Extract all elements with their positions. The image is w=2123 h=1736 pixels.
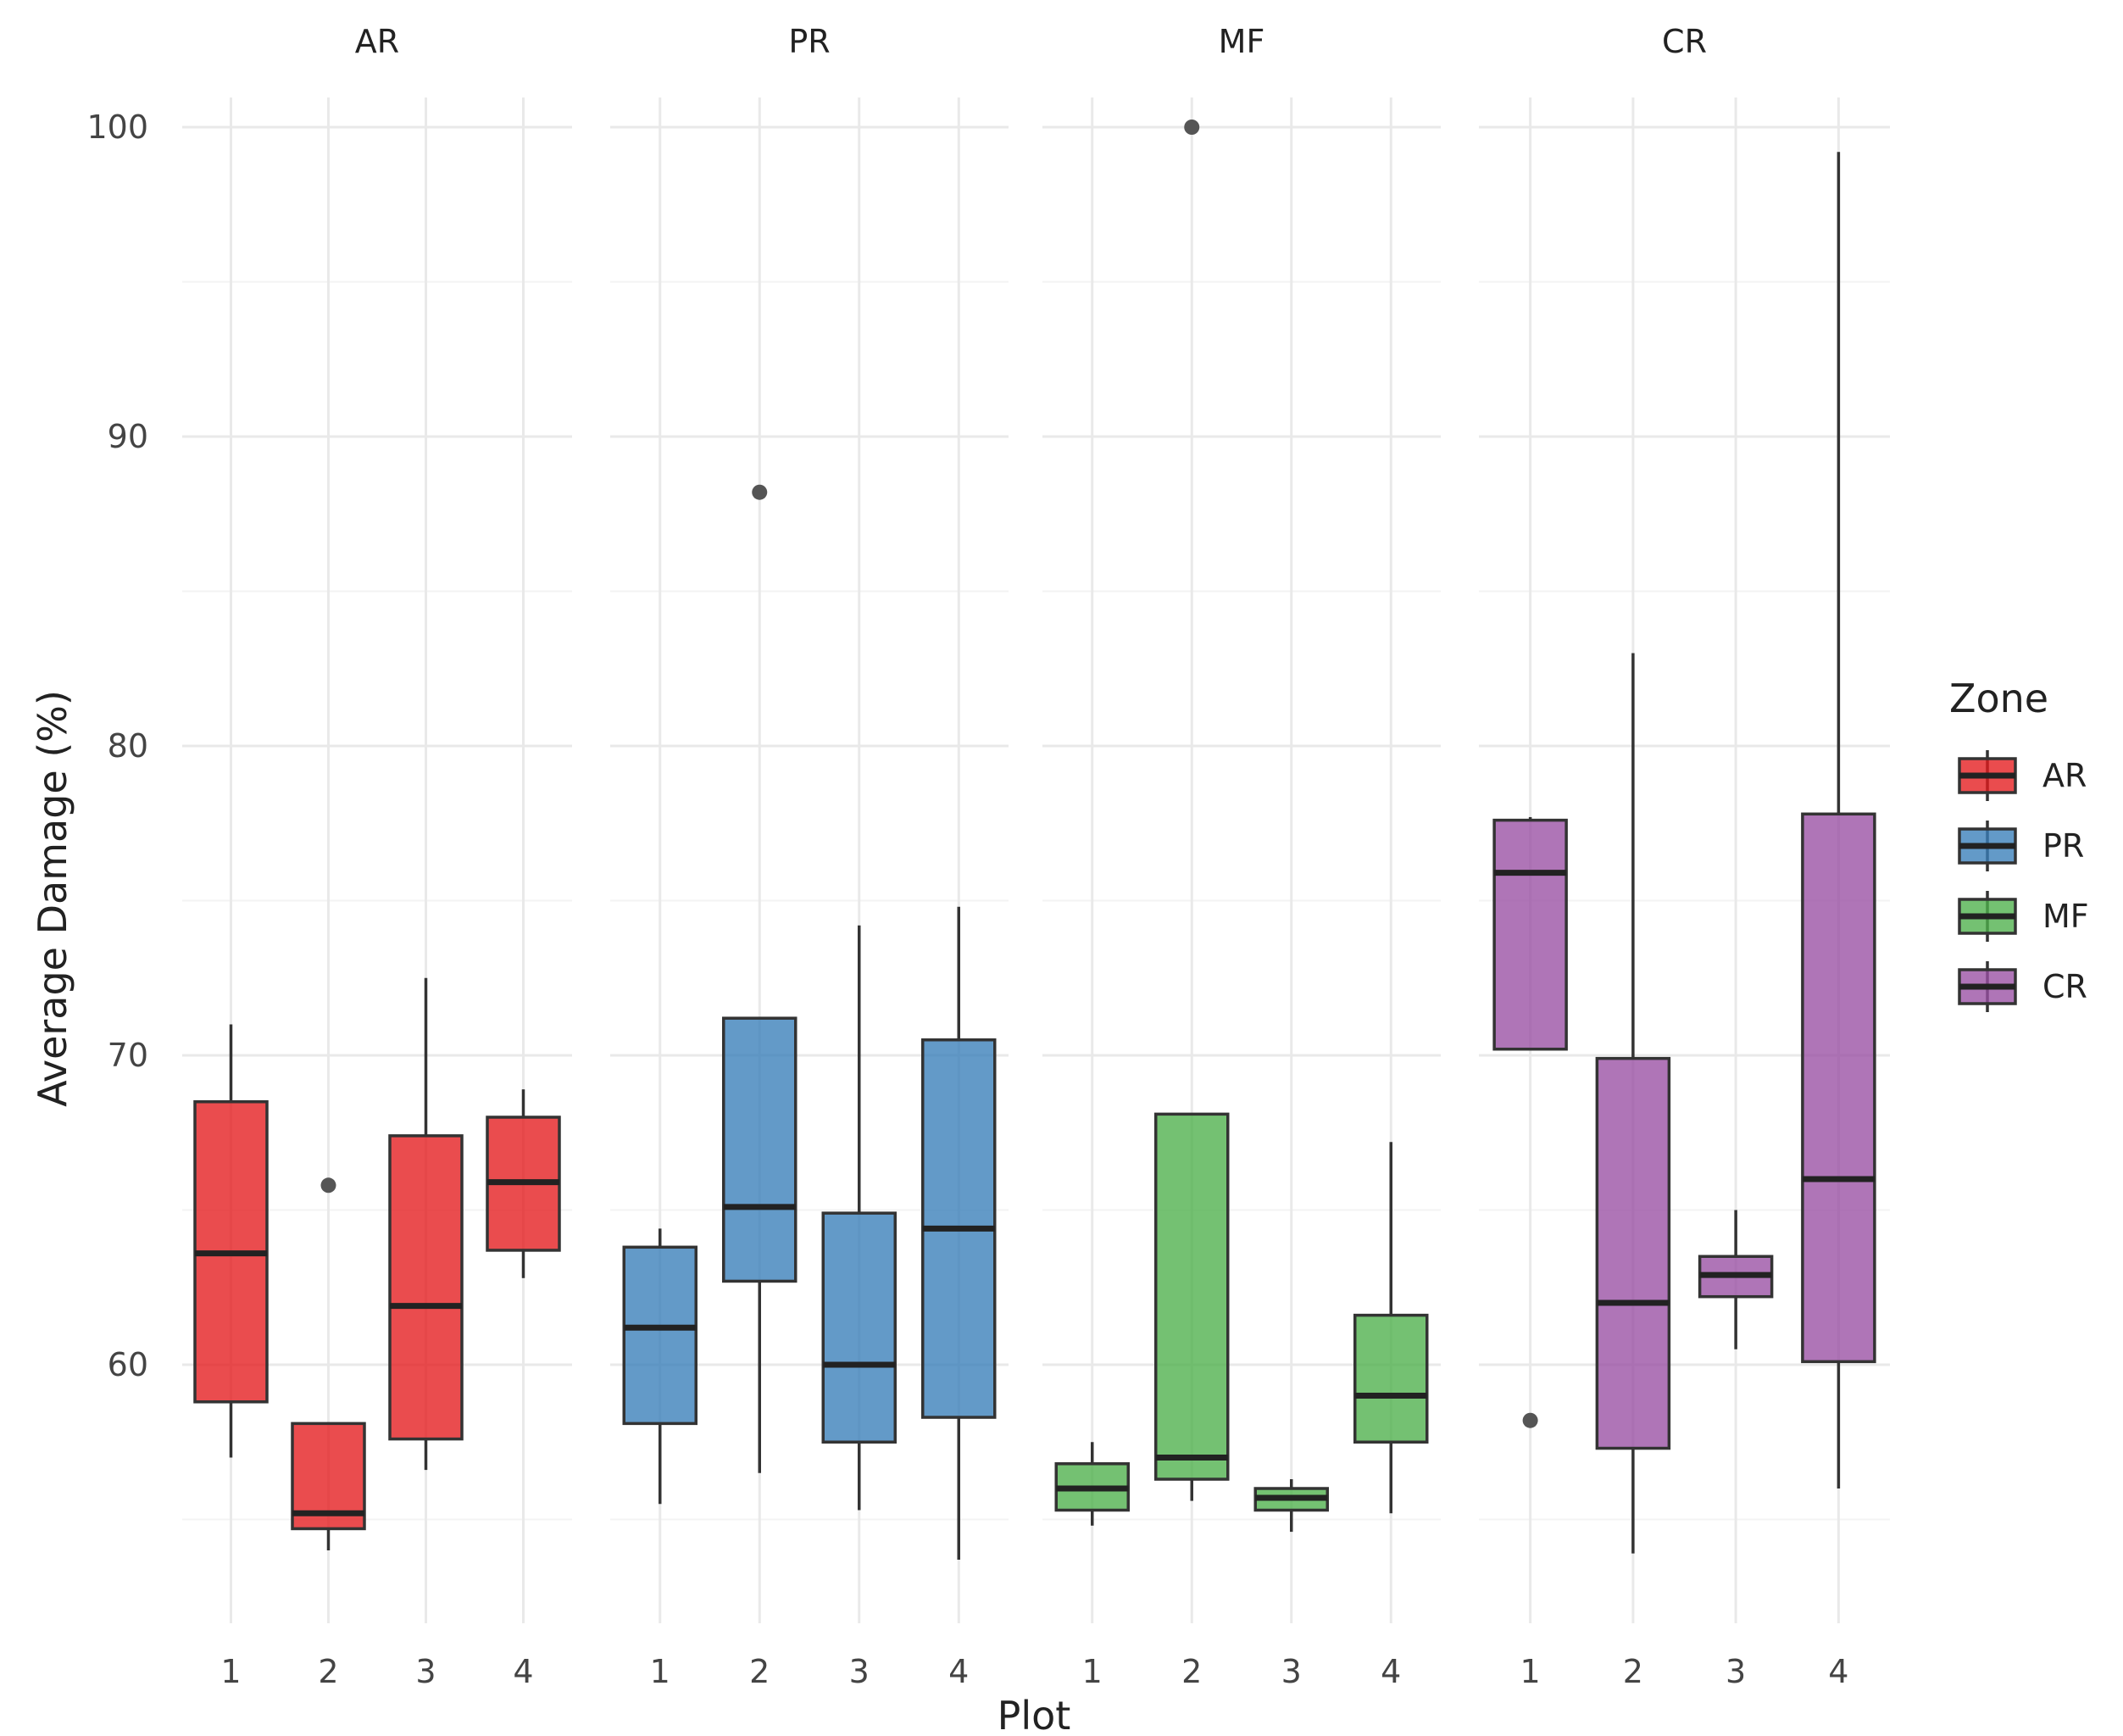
legend: Zone AR PR MF CR — [1949, 676, 2089, 1012]
box-ar-plot-1 — [193, 1024, 269, 1458]
legend-label: AR — [2042, 757, 2087, 794]
x-tick-label: 1 — [1082, 1653, 1103, 1690]
legend-label: PR — [2042, 827, 2084, 865]
facet-label-ar: AR — [355, 23, 399, 60]
x-axis-tick-labels: 1 2 3 4 1 2 3 4 1 2 3 4 1 2 3 4 — [220, 1653, 1848, 1690]
legend-label: CR — [2042, 968, 2087, 1005]
box-iqr — [1353, 1313, 1429, 1444]
grid-lines — [182, 97, 1890, 1623]
x-tick-label: 4 — [1381, 1653, 1401, 1690]
legend-entry-pr: PR — [1958, 821, 2084, 871]
box-iqr — [1154, 1112, 1230, 1481]
box-iqr — [821, 1211, 897, 1444]
box-mf-plot-2 — [1154, 120, 1230, 1501]
boxplot-marks — [193, 120, 1876, 1560]
facet-label-mf: MF — [1219, 23, 1265, 60]
box-iqr — [1801, 812, 1876, 1364]
x-tick-label: 1 — [1520, 1653, 1541, 1690]
facet-label-cr: CR — [1662, 23, 1707, 60]
legend-title: Zone — [1949, 676, 2048, 721]
box-mf-plot-1 — [1054, 1442, 1130, 1526]
box-cr-plot-1 — [1492, 816, 1568, 1428]
box-cr-plot-4 — [1801, 152, 1876, 1488]
x-tick-label: 4 — [513, 1653, 533, 1690]
x-tick-label: 2 — [749, 1653, 770, 1690]
outlier-point — [752, 484, 768, 500]
y-axis-tick-labels: 60 70 80 90 100 — [86, 108, 148, 1383]
legend-label: MF — [2042, 898, 2089, 935]
box-pr-plot-2 — [722, 484, 798, 1473]
box-pr-plot-4 — [921, 906, 997, 1560]
x-tick-label: 2 — [1181, 1653, 1202, 1690]
box-ar-plot-3 — [388, 977, 464, 1471]
x-tick-label: 3 — [849, 1653, 870, 1690]
x-tick-label: 2 — [318, 1653, 338, 1690]
facet-label-pr: PR — [788, 23, 830, 60]
y-tick-label: 80 — [108, 727, 148, 765]
x-tick-label: 1 — [220, 1653, 241, 1690]
x-tick-label: 3 — [415, 1653, 436, 1690]
box-cr-plot-2 — [1595, 653, 1671, 1554]
legend-entry-ar: AR — [1958, 750, 2087, 801]
x-tick-label: 4 — [1828, 1653, 1848, 1690]
box-cr-plot-3 — [1698, 1210, 1774, 1349]
box-pr-plot-3 — [821, 925, 897, 1511]
facet-strip-labels: AR PR MF CR — [355, 23, 1707, 60]
x-tick-label: 3 — [1281, 1653, 1302, 1690]
y-tick-label: 90 — [108, 418, 148, 455]
x-tick-label: 4 — [948, 1653, 969, 1690]
box-iqr — [722, 1016, 798, 1283]
y-tick-label: 60 — [108, 1346, 148, 1383]
y-axis-title: Average Damage (%) — [30, 690, 75, 1107]
x-tick-label: 1 — [650, 1653, 670, 1690]
x-axis-title: Plot — [998, 1693, 1071, 1736]
box-ar-plot-2 — [291, 1177, 366, 1550]
legend-entry-mf: MF — [1958, 891, 2089, 942]
box-mf-plot-4 — [1353, 1142, 1429, 1514]
box-iqr — [622, 1245, 697, 1426]
legend-entry-cr: CR — [1958, 961, 2087, 1012]
x-tick-label: 2 — [1623, 1653, 1643, 1690]
legend-entries: AR PR MF CR — [1958, 750, 2089, 1012]
y-tick-label: 100 — [86, 108, 148, 146]
x-tick-label: 3 — [1726, 1653, 1746, 1690]
box-mf-plot-3 — [1253, 1479, 1329, 1533]
y-tick-label: 70 — [108, 1037, 148, 1074]
box-iqr — [388, 1134, 464, 1441]
box-iqr — [1492, 818, 1568, 1051]
outlier-point — [1184, 120, 1200, 135]
box-pr-plot-1 — [622, 1228, 697, 1505]
outlier-point — [1522, 1412, 1538, 1428]
box-iqr — [1595, 1056, 1671, 1450]
box-ar-plot-4 — [486, 1089, 561, 1278]
outlier-point — [320, 1177, 336, 1194]
